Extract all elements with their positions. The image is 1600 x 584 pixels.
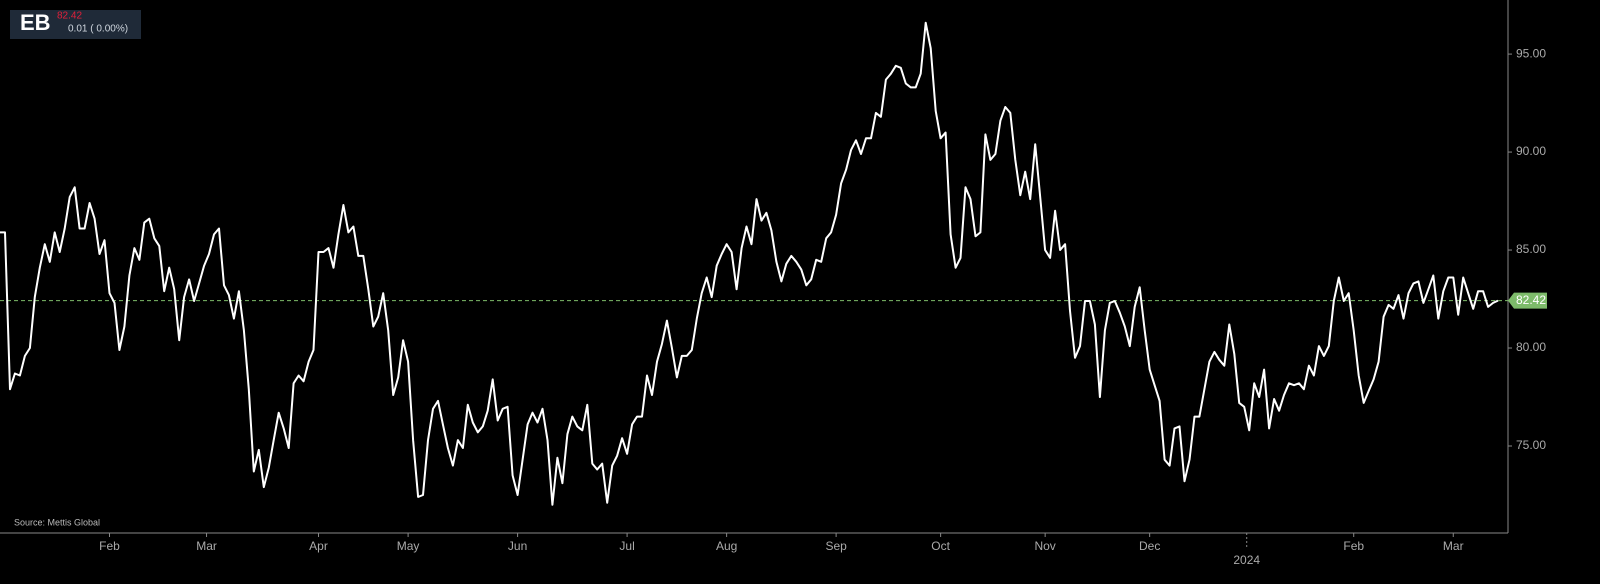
x-tick-label: Aug <box>716 539 737 553</box>
y-tick-label: 95.00 <box>1516 46 1546 60</box>
ticker-change: 0.01 ( 0.00%) <box>68 24 128 35</box>
y-tick-label: 80.00 <box>1516 340 1546 354</box>
y-tick-label: 75.00 <box>1516 438 1546 452</box>
last-value-label: 82.42 <box>1516 293 1546 307</box>
x-tick-label: Mar <box>1443 539 1464 553</box>
price-line <box>0 21 1499 506</box>
x-tick-label: Oct <box>931 539 950 553</box>
ticker-box <box>10 10 141 39</box>
x-tick-label: Jun <box>508 539 527 553</box>
x-tick-label: Feb <box>99 539 120 553</box>
x-tick-label: Sep <box>825 539 847 553</box>
source: Source: Mettis Global <box>14 517 100 527</box>
y-tick-label: 90.00 <box>1516 144 1546 158</box>
last-value-badge <box>1508 292 1547 309</box>
x-tick-label: Nov <box>1034 539 1055 553</box>
x-tick-label: Jul <box>619 539 634 553</box>
x-tick-label: May <box>397 539 420 553</box>
x-tick-label: Feb <box>1343 539 1364 553</box>
x-tick-label: Dec <box>1139 539 1160 553</box>
y-tick-label: 85.00 <box>1516 242 1546 256</box>
ticker-price: 82.42 <box>57 11 82 22</box>
ticker-symbol: EB <box>20 10 51 35</box>
x-tick-label: Mar <box>196 539 217 553</box>
x-tick-label: Apr <box>309 539 328 553</box>
year-tick-label: 2024 <box>1233 553 1260 567</box>
